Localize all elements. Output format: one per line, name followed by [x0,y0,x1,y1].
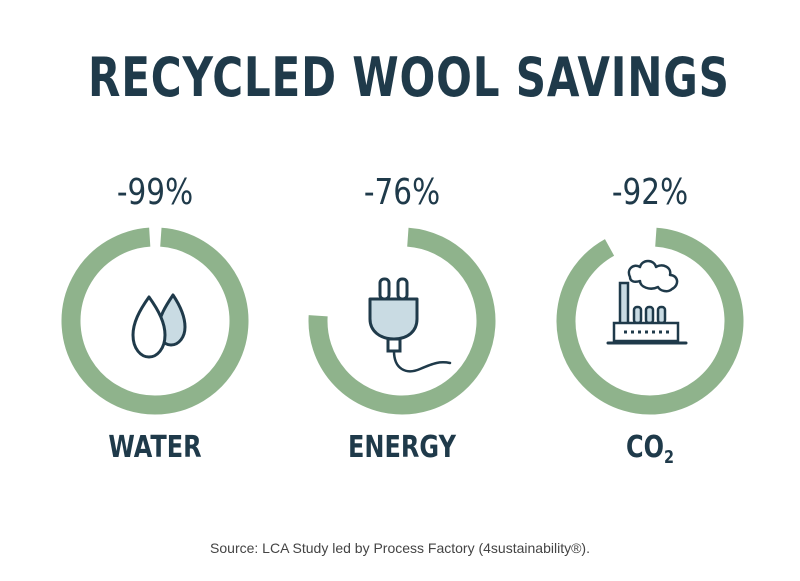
energy-ring-arc [308,227,496,415]
factory-icon [606,259,688,345]
water-category-label: WATER [108,430,202,465]
co2-ring-arc [556,227,744,415]
co2-ring-block: -92% CO2 [540,170,760,468]
co2-percent-label: -92% [611,172,689,213]
water-percent-label: -99% [116,172,194,213]
energy-percent-label: -76% [363,172,441,213]
water-ring-arc [61,227,249,415]
co2-ring-chart [556,227,744,415]
co2-category-label: CO2 [625,430,675,468]
source-note: Source: LCA Study led by Process Factory… [210,540,590,556]
water-drops-icon [131,293,187,359]
water-ring-chart [61,227,249,415]
page-title: RECYCLED WOOL SAVINGS [88,46,730,109]
electric-plug-icon [368,277,452,373]
water-ring-block: -99% WATER [45,170,265,465]
energy-category-label: ENERGY [348,430,456,465]
energy-ring-block: -76% ENERGY [292,170,512,465]
energy-ring-chart [308,227,496,415]
